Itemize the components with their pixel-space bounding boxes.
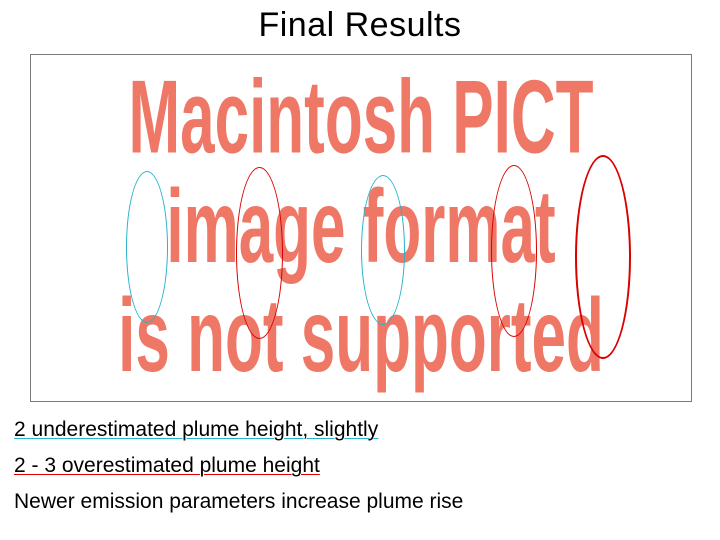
diagram-box: Macintosh PICT image format is not suppo…	[30, 54, 692, 402]
bullet-text-1: 2 underestimated plume height, slightly	[14, 418, 378, 441]
slide: Final Results Macintosh PICT image forma…	[0, 0, 720, 540]
bullet-text-2: 2 - 3 overestimated plume height	[14, 454, 320, 477]
pict-line-1: Macintosh PICT	[118, 64, 604, 173]
oval-2	[236, 167, 283, 339]
bullet-2: 2 - 3 overestimated plume height	[14, 454, 706, 478]
oval-3	[361, 175, 405, 325]
slide-title: Final Results	[0, 6, 720, 45]
bullet-1: 2 underestimated plume height, slightly	[14, 418, 706, 442]
oval-1	[126, 171, 168, 323]
bullet-list: 2 underestimated plume height, slightly 2…	[14, 418, 706, 526]
bullet-text-3: Newer emission parameters increase plume…	[14, 490, 463, 513]
bullet-3: Newer emission parameters increase plume…	[14, 490, 706, 514]
oval-5	[575, 155, 631, 359]
oval-4	[491, 165, 537, 337]
